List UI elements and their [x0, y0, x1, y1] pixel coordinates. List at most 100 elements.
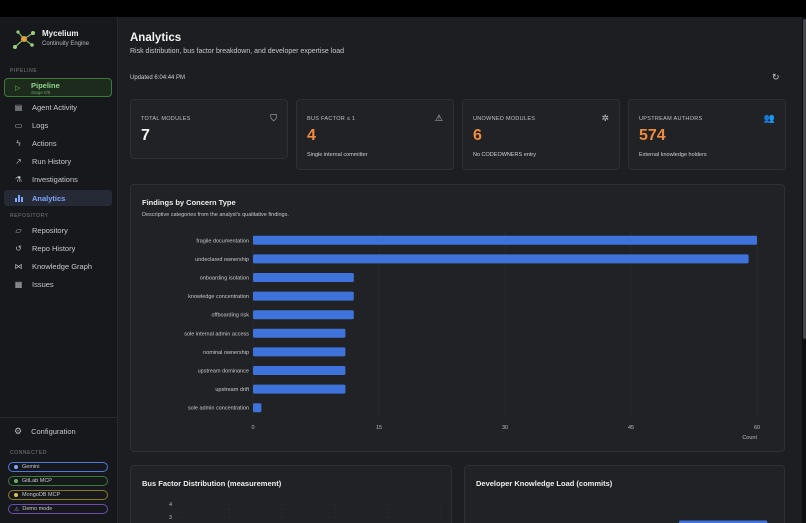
- sidebar: Mycelium Continuity Engine PIPELINE ▷ Pi…: [0, 17, 118, 523]
- sidebar-item-label: Investigations: [32, 174, 78, 184]
- bar-undeclared-ownership: [253, 254, 749, 264]
- connection-chip-mongodb: MongoDB MCP: [8, 490, 108, 500]
- trend-icon: ↗: [15, 156, 22, 166]
- stat-label: BUS FACTOR ≤ 1: [307, 116, 356, 122]
- developer-load-panel: Developer Knowledge Load (commits) tim.a…: [464, 465, 785, 523]
- x-tick-label: 30: [502, 425, 508, 431]
- category-label: sole internal admin access: [184, 331, 249, 337]
- sidebar-item-actions[interactable]: ϟ Actions: [4, 135, 112, 151]
- gear-icon: ⚙: [14, 425, 23, 436]
- sidebar-item-label: Agent Activity: [32, 102, 78, 112]
- brand[interactable]: Mycelium Continuity Engine: [10, 27, 110, 53]
- bus-factor-chart: 43: [169, 502, 442, 523]
- sidebar-item-knowledge-graph[interactable]: ⋈ Knowledge Graph: [4, 258, 112, 274]
- pipeline-section-label: PIPELINE: [10, 68, 38, 74]
- connection-label: GitLab MCP: [22, 478, 52, 484]
- category-label: onboarding isolation: [200, 276, 249, 282]
- x-tick-label: 15: [376, 425, 382, 431]
- connection-label: MongoDB MCP: [22, 492, 61, 498]
- stat-card-bus-factor: BUS FACTOR ≤ 1 4 Single internal committ…: [296, 99, 454, 170]
- folder-icon: ▱: [15, 225, 22, 235]
- connection-chip-gitlab: GitLab MCP: [8, 476, 108, 486]
- pipeline-label: Pipeline: [31, 81, 60, 90]
- connection-label: Demo mode: [22, 506, 53, 512]
- developer-load-chart: tim.arch: [679, 520, 768, 523]
- pipeline-stage: Stage 0/8: [31, 90, 51, 95]
- x-tick-label: 45: [628, 425, 634, 431]
- bar-upstream-dominance: [253, 366, 346, 375]
- panel-title: Developer Knowledge Load (commits): [476, 479, 613, 488]
- findings-bar-chart: 0 15 30 45 60 fragile documentation undeclared…: [184, 231, 760, 441]
- panel-title: Bus Factor Distribution (measurement): [142, 479, 282, 488]
- graph-icon: ⋈: [14, 261, 23, 271]
- stat-label: TOTAL MODULES: [141, 116, 191, 122]
- sidebar-item-run-history[interactable]: ↗ Run History: [4, 153, 112, 169]
- x-axis-label: Count: [742, 435, 757, 441]
- category-label: upstream dominance: [198, 369, 249, 375]
- refresh-icon[interactable]: ↻: [772, 72, 780, 82]
- sidebar-item-pipeline[interactable]: ▷ Pipeline Stage 0/8: [4, 78, 112, 97]
- stat-value: 6: [473, 127, 482, 144]
- bar-tim-arch: [679, 520, 768, 523]
- stat-card-unowned-modules: UNOWNED MODULES 6 No CODEOWNERS entry ✲: [462, 99, 620, 170]
- network-icon: ✲: [601, 113, 609, 123]
- y-tick-label: 4: [169, 502, 172, 508]
- stat-value: 574: [639, 127, 666, 144]
- x-tick-label: 60: [754, 425, 760, 431]
- sidebar-item-repo-history[interactable]: ↺ Repo History: [4, 240, 112, 256]
- category-label: fragile documentation: [196, 238, 249, 244]
- sidebar-item-label: Repo History: [32, 243, 76, 253]
- page-title: Analytics: [130, 32, 182, 44]
- stat-value: 4: [307, 127, 316, 144]
- logs-icon: ▭: [14, 120, 23, 130]
- sidebar-item-repository[interactable]: ▱ Repository: [4, 222, 112, 238]
- stat-note: Single internal committer: [307, 152, 368, 158]
- sidebar-item-issues[interactable]: ▦ Issues: [4, 276, 112, 292]
- sidebar-divider: [0, 417, 118, 418]
- scrollbar-thumb[interactable]: [803, 19, 806, 339]
- sidebar-item-agent-activity[interactable]: ▤ Agent Activity: [4, 99, 112, 115]
- bar-onboarding-isolation: [253, 273, 354, 282]
- brand-subtitle: Continuity Engine: [42, 41, 90, 47]
- stat-label: UPSTREAM AUTHORS: [639, 116, 703, 122]
- sidebar-item-label: Configuration: [31, 426, 76, 436]
- lightning-icon: ϟ: [16, 138, 21, 148]
- sidebar-item-label: Logs: [32, 120, 49, 130]
- sidebar-item-configuration[interactable]: ⚙ Configuration: [4, 423, 112, 439]
- connected-section-label: CONNECTED: [10, 450, 48, 456]
- x-tick-label: 0: [251, 425, 254, 431]
- brand-name: Mycelium: [42, 29, 79, 38]
- status-dot-icon: [14, 465, 18, 469]
- sidebar-item-logs[interactable]: ▭ Logs: [4, 117, 112, 133]
- status-dot-icon: [14, 479, 18, 483]
- sidebar-item-label: Issues: [32, 279, 54, 289]
- shield-icon: ⛉: [270, 113, 277, 123]
- users-icon: 👥: [763, 113, 775, 123]
- main-scrollbar[interactable]: [802, 17, 806, 523]
- warning-icon: ⚠: [434, 113, 443, 123]
- flask-icon: ⚠: [14, 506, 20, 513]
- flask-icon: ⚗: [14, 174, 23, 184]
- sidebar-item-label: Actions: [32, 138, 57, 148]
- stat-card-upstream-authors: UPSTREAM AUTHORS 574 External knowledge …: [628, 99, 786, 170]
- stat-value: 7: [141, 127, 150, 144]
- sidebar-item-label: Repository: [32, 225, 68, 235]
- stat-note: No CODEOWNERS entry: [473, 152, 536, 158]
- connection-chip-demo-mode[interactable]: ⚠ Demo mode: [8, 504, 108, 514]
- issues-icon: ▦: [14, 279, 23, 289]
- bar-offboarding-risk: [253, 310, 354, 320]
- sidebar-item-analytics[interactable]: Analytics: [4, 190, 112, 206]
- panel-subtitle: Descriptive categories from the analyst'…: [142, 212, 289, 218]
- repository-section-label: REPOSITORY: [10, 213, 49, 219]
- connection-chip-gemini: Gemini: [8, 462, 108, 472]
- bar-nominal-ownership: [253, 347, 346, 357]
- bar-chart-icon: [14, 194, 23, 203]
- stat-label: UNOWNED MODULES: [473, 116, 536, 122]
- window-top-bar: [0, 0, 806, 17]
- history-icon: ↺: [15, 243, 22, 253]
- y-tick-label: 3: [169, 515, 172, 521]
- bar-knowledge-concentration: [253, 291, 354, 301]
- sidebar-item-label: Run History: [32, 156, 72, 166]
- sidebar-item-investigations[interactable]: ⚗ Investigations: [4, 171, 112, 187]
- status-dot-icon: [14, 493, 18, 497]
